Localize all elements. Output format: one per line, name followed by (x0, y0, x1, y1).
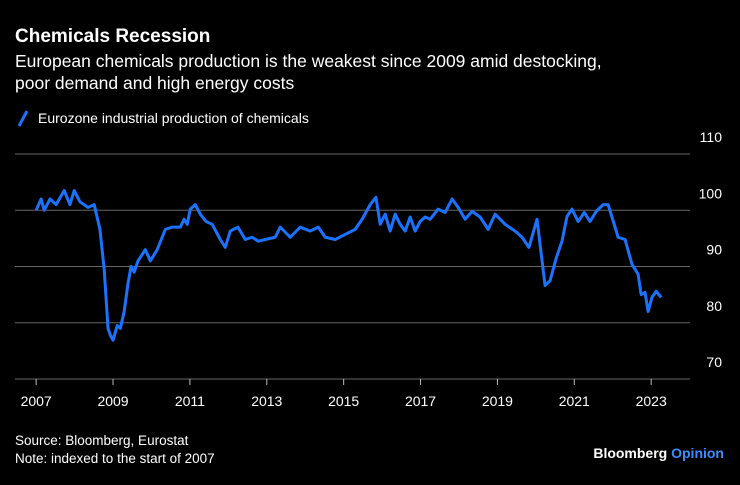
y-tick-label: 80 (706, 298, 722, 314)
legend-label: Eurozone industrial production of chemic… (38, 110, 309, 126)
x-tick-label: 2021 (559, 393, 590, 409)
x-tick-label: 2007 (21, 393, 52, 409)
y-tick-label: 110 (700, 129, 723, 145)
y-tick-label: 90 (706, 242, 722, 258)
brand: Bloomberg Opinion (593, 445, 724, 461)
chart-subtitle: European chemicals production is the wea… (15, 51, 602, 93)
y-tick-label: 70 (706, 354, 722, 370)
x-tick-label: 2011 (175, 393, 205, 409)
brand-suffix: Opinion (671, 445, 724, 461)
x-tick-label: 2023 (636, 393, 667, 409)
x-tick-label: 2015 (328, 393, 359, 409)
x-tick-label: 2009 (97, 393, 128, 409)
brand-name: Bloomberg (593, 445, 667, 461)
y-tick-label: 100 (699, 185, 723, 201)
x-tick-label: 2019 (482, 393, 513, 409)
legend-swatch (17, 110, 29, 127)
source: Source: Bloomberg, Eurostat (15, 433, 189, 448)
data-line (34, 189, 663, 342)
x-tick-label: 2017 (405, 393, 436, 409)
chart-title: Chemicals Recession (15, 26, 210, 47)
x-tick-label: 2013 (251, 393, 282, 409)
note: Note: indexed to the start of 2007 (15, 451, 215, 466)
